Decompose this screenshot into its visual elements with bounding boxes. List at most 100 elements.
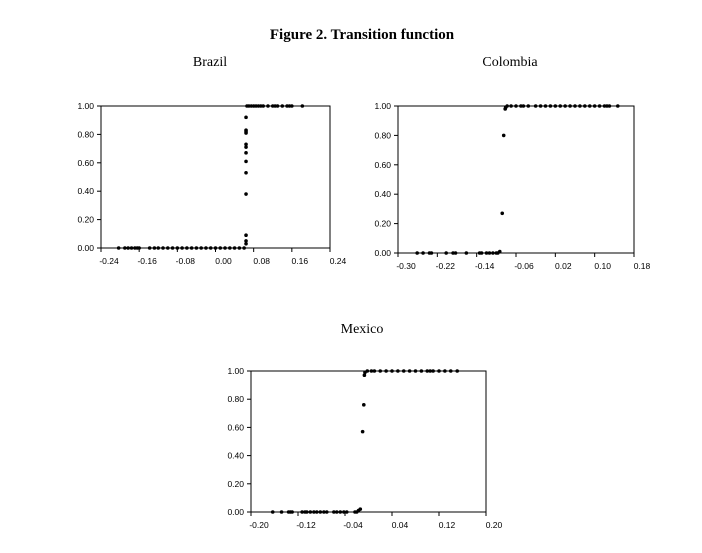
y-tick-label: 0.60 bbox=[77, 158, 94, 168]
data-point bbox=[324, 510, 329, 514]
data-point bbox=[290, 510, 294, 514]
data-point bbox=[615, 104, 620, 108]
data-point bbox=[500, 211, 505, 216]
data-point bbox=[396, 369, 400, 373]
data-point bbox=[244, 145, 248, 149]
data-point bbox=[425, 369, 430, 373]
data-point bbox=[244, 241, 248, 246]
data-point bbox=[568, 104, 572, 108]
data-point bbox=[514, 104, 518, 108]
chart-colombia: -0.30 -0.22 -0.14 -0.06 0.02 0.10 0.18 0.00 0.20… bbox=[374, 101, 650, 271]
data-point bbox=[378, 369, 383, 373]
data-point bbox=[275, 104, 280, 108]
data-point bbox=[223, 246, 227, 250]
data-point bbox=[279, 510, 284, 514]
data-point bbox=[365, 369, 370, 373]
chart-mexico: -0.20 -0.12 -0.04 0.04 0.12 0.20 0.00 0.20 0.40 0… bbox=[227, 366, 502, 530]
y-tick-label: 0.80 bbox=[227, 394, 244, 404]
chart-brazil: -0.24 -0.16 -0.08 0.00 0.08 0.16 0.24 0.00 0.20 0… bbox=[77, 101, 346, 266]
x-tick-label: 0.12 bbox=[439, 520, 456, 530]
data-point bbox=[315, 510, 319, 514]
data-point bbox=[189, 246, 194, 250]
x-tick-label: 0.02 bbox=[555, 261, 572, 271]
data-point bbox=[161, 246, 165, 250]
data-point bbox=[244, 142, 248, 147]
data-point bbox=[322, 510, 326, 514]
data-point bbox=[129, 246, 134, 250]
x-tick-label: -0.12 bbox=[296, 520, 316, 530]
data-point bbox=[228, 246, 232, 250]
data-point bbox=[137, 246, 141, 250]
data-point bbox=[208, 246, 213, 250]
data-point bbox=[318, 510, 323, 514]
plot-area bbox=[250, 370, 487, 513]
data-point bbox=[369, 369, 374, 373]
data-point bbox=[360, 429, 365, 434]
data-point bbox=[213, 246, 218, 250]
chart-title-colombia: Colombia bbox=[482, 55, 538, 70]
x-tick-label: -0.22 bbox=[436, 261, 456, 271]
data-point bbox=[344, 510, 349, 514]
y-tick-label: 0.40 bbox=[227, 451, 244, 461]
data-point bbox=[484, 251, 489, 255]
data-point bbox=[280, 104, 285, 108]
data-point bbox=[491, 251, 495, 255]
y-tick-label: 0.20 bbox=[227, 479, 244, 489]
data-point bbox=[170, 246, 175, 250]
data-point bbox=[244, 128, 248, 132]
x-tick-label: -0.04 bbox=[343, 520, 363, 530]
data-point bbox=[194, 246, 199, 250]
data-point bbox=[244, 239, 248, 243]
data-point bbox=[338, 510, 343, 514]
data-point bbox=[413, 369, 418, 373]
data-point bbox=[415, 251, 419, 255]
data-point bbox=[165, 246, 170, 250]
x-tick-label: -0.30 bbox=[396, 261, 416, 271]
y-tick-label: 0.20 bbox=[77, 215, 94, 225]
data-point bbox=[453, 251, 458, 255]
data-point bbox=[244, 170, 248, 175]
data-point bbox=[308, 510, 313, 514]
data-point bbox=[147, 246, 152, 250]
y-tick-label: 0.00 bbox=[374, 248, 391, 258]
data-point bbox=[300, 510, 304, 514]
data-point bbox=[448, 369, 453, 373]
x-tick-label: 0.10 bbox=[594, 261, 611, 271]
plot-area bbox=[100, 105, 331, 249]
figure-title: Figure 2. Transition function bbox=[269, 27, 455, 43]
data-point bbox=[237, 246, 242, 250]
data-point bbox=[421, 251, 425, 255]
data-point bbox=[592, 104, 597, 108]
data-point bbox=[526, 104, 531, 108]
y-tick-label: 0.00 bbox=[77, 243, 94, 253]
data-point bbox=[548, 104, 553, 108]
y-tick-label: 0.40 bbox=[374, 189, 391, 199]
data-point bbox=[156, 246, 161, 250]
data-point bbox=[244, 151, 248, 155]
data-point bbox=[443, 369, 447, 373]
data-point bbox=[407, 369, 412, 373]
data-point bbox=[290, 104, 294, 108]
chart-title-mexico: Mexico bbox=[340, 322, 384, 337]
data-point bbox=[218, 246, 223, 250]
data-point bbox=[479, 251, 484, 255]
x-tick-label: -0.06 bbox=[514, 261, 534, 271]
x-tick-label: 0.08 bbox=[253, 256, 270, 266]
data-point bbox=[583, 104, 587, 108]
data-point bbox=[563, 104, 567, 108]
data-point bbox=[123, 246, 127, 250]
x-tick-label: 0.04 bbox=[392, 520, 409, 530]
data-point bbox=[455, 369, 460, 373]
x-tick-label: 0.24 bbox=[330, 256, 347, 266]
data-point bbox=[587, 104, 592, 108]
y-tick-label: 0.00 bbox=[227, 507, 244, 517]
data-point bbox=[444, 251, 448, 255]
data-point bbox=[180, 246, 184, 250]
y-tick-label: 1.00 bbox=[374, 101, 391, 111]
data-point bbox=[244, 159, 248, 164]
data-point bbox=[244, 115, 248, 120]
x-tick-label: -0.14 bbox=[475, 261, 495, 271]
data-point bbox=[305, 510, 309, 514]
data-point bbox=[312, 510, 316, 514]
data-point bbox=[401, 369, 406, 373]
